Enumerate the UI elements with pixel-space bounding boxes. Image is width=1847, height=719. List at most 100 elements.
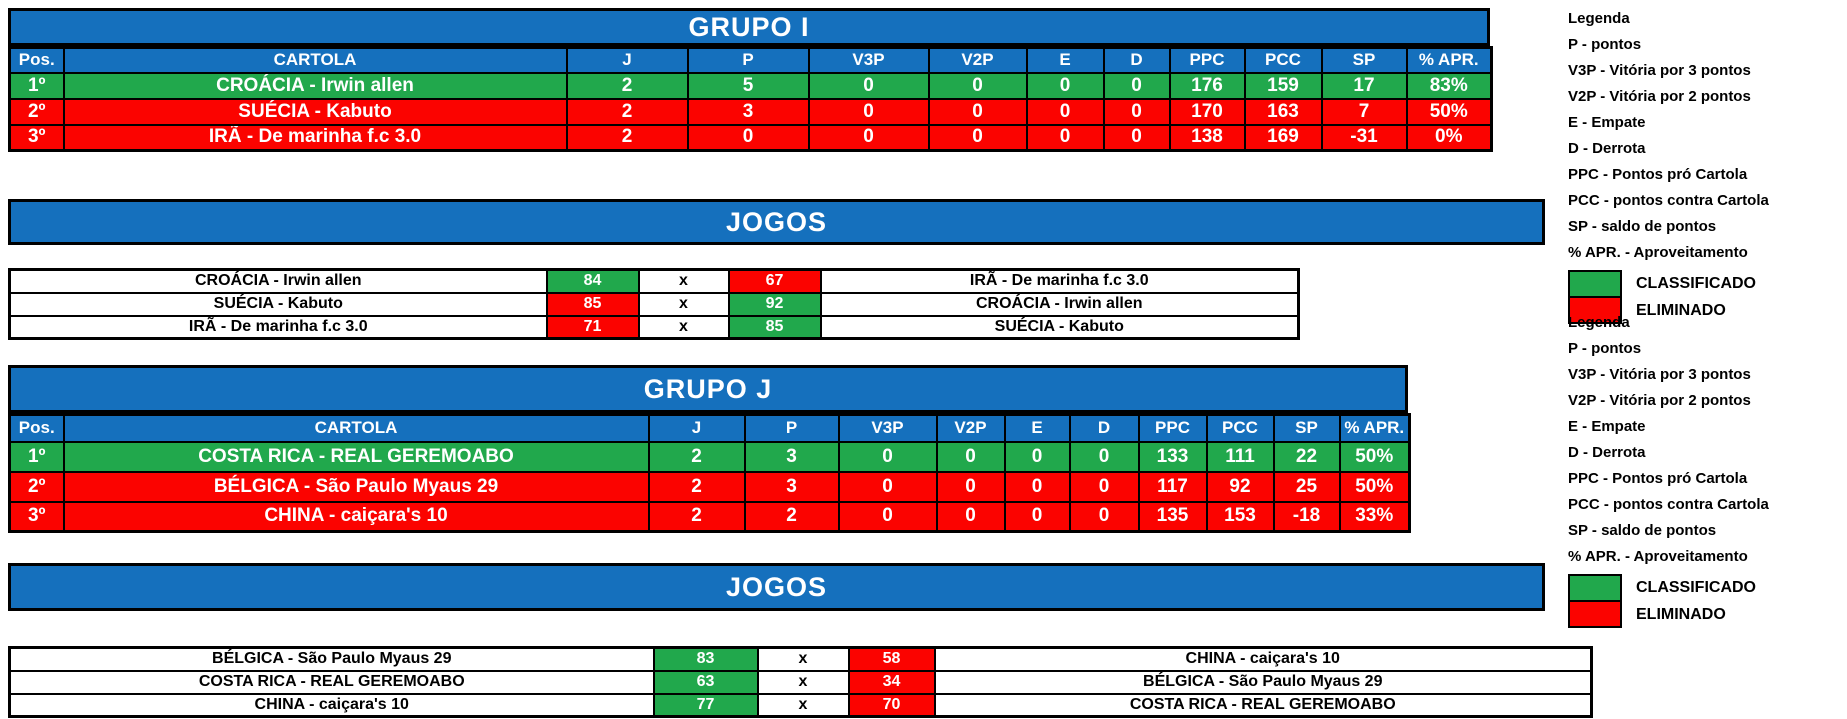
standings-row: 3º CHINA - caiçara's 10 2 2 0 0 0 0 135 153 -18 33% bbox=[8, 500, 1411, 533]
stat-cell: 17 bbox=[1320, 71, 1408, 100]
stat-cell: -18 bbox=[1272, 500, 1341, 533]
away-team-cell: SUÉCIA - Kabuto bbox=[819, 314, 1300, 340]
column-header-j: J bbox=[565, 46, 689, 74]
classified-label: CLASSIFICADO bbox=[1636, 578, 1756, 596]
column-header-pcc: PCC bbox=[1205, 413, 1275, 443]
stat-cell: 133 bbox=[1137, 440, 1208, 473]
home-team-cell: BÉLGICA - São Paulo Myaus 29 bbox=[8, 646, 655, 672]
stat-cell: 0 bbox=[1025, 71, 1105, 100]
column-header-cartola: CARTOLA bbox=[62, 46, 568, 74]
stat-cell: 169 bbox=[1243, 123, 1323, 152]
home-score-cell: 63 bbox=[652, 669, 759, 695]
legend-entry: PCC - pontos contra Cartola bbox=[1568, 192, 1769, 209]
column-header-v2p: V2P bbox=[935, 413, 1006, 443]
legend-entry: SP - saldo de pontos bbox=[1568, 218, 1717, 235]
eliminated-label: ELIMINADO bbox=[1636, 301, 1726, 319]
classified-color-swatch bbox=[1568, 270, 1622, 297]
position-cell: 1º bbox=[8, 71, 65, 100]
legend-entry: % APR. - Aproveitamento bbox=[1568, 244, 1748, 261]
column-header-v2p: V2P bbox=[927, 46, 1028, 74]
home-score-cell: 77 bbox=[652, 692, 759, 718]
column-header-e: E bbox=[1003, 413, 1071, 443]
away-team-cell: CROÁCIA - Irwin allen bbox=[819, 291, 1300, 317]
game-row: SUÉCIA - Kabuto 85 x 92 CROÁCIA - Irwin alle… bbox=[8, 291, 1300, 317]
group-i-title: GRUPO I bbox=[688, 11, 810, 42]
home-team-cell: CHINA - caiçara's 10 bbox=[8, 692, 655, 718]
stat-cell: 0 bbox=[935, 470, 1006, 503]
stat-cell: 0 bbox=[927, 71, 1028, 100]
stat-cell: 3 bbox=[743, 470, 840, 503]
group-j-title-bar: GRUPO J bbox=[8, 365, 1408, 413]
position-cell: 1º bbox=[8, 440, 65, 473]
column-header-j: J bbox=[647, 413, 746, 443]
column-header-ppc: PPC bbox=[1137, 413, 1208, 443]
cartola-cell: BÉLGICA - São Paulo Myaus 29 bbox=[62, 470, 650, 503]
cartola-cell: CROÁCIA - Irwin allen bbox=[62, 71, 568, 100]
stat-cell: 3 bbox=[686, 97, 810, 126]
versus-cell: x bbox=[756, 646, 850, 672]
eliminated-color-swatch bbox=[1568, 297, 1622, 324]
standings-header-row: Pos. CARTOLA J P V3P V2P E D PPC PCC SP% APR. bbox=[8, 413, 1411, 443]
legend-entry: PPC - Pontos pró Cartola bbox=[1568, 470, 1748, 487]
legend-key-row: ELIMINADO bbox=[1568, 297, 1846, 324]
stat-cell: 0 bbox=[837, 440, 938, 473]
column-header-sp: SP bbox=[1320, 46, 1408, 74]
away-score-cell: 67 bbox=[727, 268, 822, 294]
stat-cell: 2 bbox=[647, 470, 746, 503]
legend-entry: D - Derrota bbox=[1568, 140, 1646, 157]
away-score-cell: 85 bbox=[727, 314, 822, 340]
legend-entry: SP - saldo de pontos bbox=[1568, 522, 1717, 539]
column-header-pos: Pos. bbox=[8, 46, 65, 74]
stat-cell: 2 bbox=[565, 123, 689, 152]
away-score-cell: 70 bbox=[847, 692, 936, 718]
legend-panel: Legenda P - pontos V3P - Vitória por 3 pon… bbox=[1568, 314, 1846, 628]
position-cell: 2º bbox=[8, 470, 65, 503]
stat-cell: 0 bbox=[1068, 470, 1140, 503]
group-i-title-bar: GRUPO I bbox=[8, 8, 1490, 46]
home-team-cell: COSTA RICA - REAL GEREMOABO bbox=[8, 669, 655, 695]
stat-cell: 50% bbox=[1405, 97, 1493, 126]
legend-entry: E - Empate bbox=[1568, 418, 1646, 435]
column-header-v3p: V3P bbox=[807, 46, 930, 74]
versus-cell: x bbox=[637, 268, 730, 294]
stat-cell: 0 bbox=[1102, 97, 1171, 126]
legend-key-row: CLASSIFICADO bbox=[1568, 270, 1846, 297]
classified-label: CLASSIFICADO bbox=[1636, 274, 1756, 292]
away-team-cell: CHINA - caiçara's 10 bbox=[933, 646, 1593, 672]
legend-entry: D - Derrota bbox=[1568, 444, 1646, 461]
game-row: CROÁCIA - Irwin allen 84 x 67 IRÃ - De marin… bbox=[8, 268, 1300, 294]
legend-entry: V2P - Vitória por 2 pontos bbox=[1568, 88, 1751, 105]
legend-key-row: CLASSIFICADO bbox=[1568, 574, 1846, 601]
stat-cell: 111 bbox=[1205, 440, 1275, 473]
stat-cell: 0 bbox=[1025, 123, 1105, 152]
legend-entry: V3P - Vitória por 3 pontos bbox=[1568, 62, 1751, 79]
cartola-cell: IRÃ - De marinha f.c 3.0 bbox=[62, 123, 568, 152]
versus-cell: x bbox=[756, 669, 850, 695]
stat-cell: 0 bbox=[927, 97, 1028, 126]
stat-cell: 0 bbox=[1068, 440, 1140, 473]
stat-cell: 25 bbox=[1272, 470, 1341, 503]
stat-cell: 0 bbox=[1068, 500, 1140, 533]
legend-entry: PCC - pontos contra Cartola bbox=[1568, 496, 1769, 513]
stat-cell: 33% bbox=[1338, 500, 1411, 533]
stat-cell: 92 bbox=[1205, 470, 1275, 503]
column-header-e: E bbox=[1025, 46, 1105, 74]
stat-cell: 0 bbox=[837, 500, 938, 533]
group-j-games-table: BÉLGICA - São Paulo Myaus 29 83 x 58 CHINA -… bbox=[8, 646, 1593, 718]
cartola-cell: SUÉCIA - Kabuto bbox=[62, 97, 568, 126]
column-header-cartola: CARTOLA bbox=[62, 413, 650, 443]
away-team-cell: BÉLGICA - São Paulo Myaus 29 bbox=[933, 669, 1593, 695]
stat-cell: 2 bbox=[647, 440, 746, 473]
game-row: CHINA - caiçara's 10 77 x 70 COSTA RICA - RE… bbox=[8, 692, 1593, 718]
away-team-cell: IRÃ - De marinha f.c 3.0 bbox=[819, 268, 1300, 294]
group-j-standings-table: Pos. CARTOLA J P V3P V2P E D PPC PCC SP% APR. 1º CO… bbox=[8, 413, 1411, 533]
group-j-title: GRUPO J bbox=[643, 373, 773, 404]
column-header-v3p: V3P bbox=[837, 413, 938, 443]
stat-cell: 2 bbox=[647, 500, 746, 533]
classified-color-swatch bbox=[1568, 574, 1622, 601]
stat-cell: 0 bbox=[686, 123, 810, 152]
stat-cell: 163 bbox=[1243, 97, 1323, 126]
home-team-cell: CROÁCIA - Irwin allen bbox=[8, 268, 548, 294]
stat-cell: 0 bbox=[1003, 440, 1071, 473]
away-score-cell: 92 bbox=[727, 291, 822, 317]
